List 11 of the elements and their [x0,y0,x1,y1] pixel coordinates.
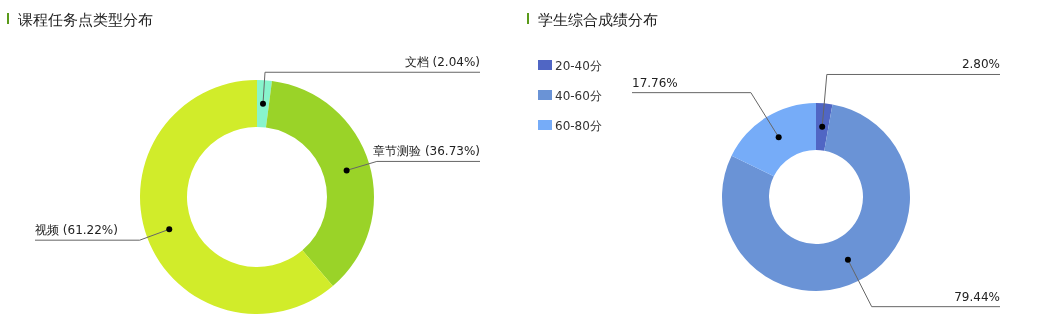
slice-label: 文档 (2.04%) [404,55,480,70]
legend-label: 60-80分 [555,119,602,133]
data-label: 2.80% [961,57,1000,72]
data-label: 17.76% [632,75,678,90]
legend-label: 20-40分 [555,59,602,73]
legend-label: 40-60分 [555,89,602,103]
slice-label: 章节测验 (36.73%) [373,144,480,159]
chart-title: 课程任务点类型分布 [18,11,153,29]
chart-title: 学生综合成绩分布 [538,11,658,29]
slice-label: 视频 (61.22%) [35,223,118,238]
data-label: 79.44% [954,289,1000,304]
